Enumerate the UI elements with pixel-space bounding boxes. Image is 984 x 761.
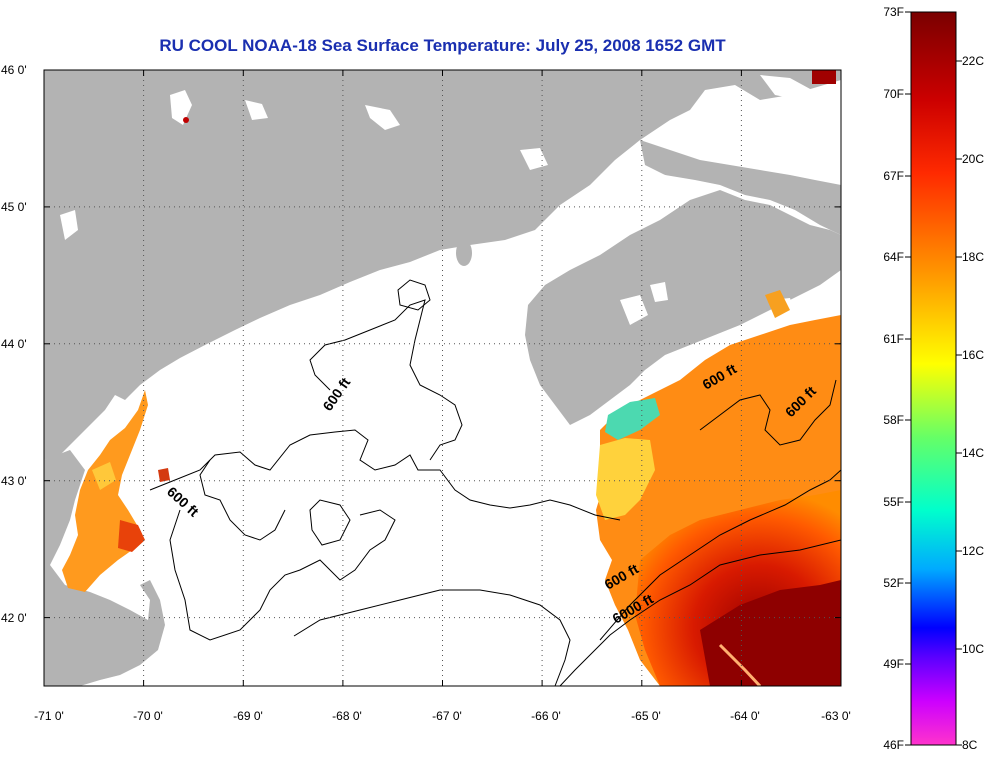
land-nova-scotia bbox=[525, 190, 841, 425]
sst-patch-east-yellow bbox=[596, 438, 655, 520]
cb-label-49f: 49F bbox=[883, 657, 904, 671]
cb-label-20c: 20C bbox=[962, 152, 984, 166]
lon-label-69: -69 0' bbox=[233, 709, 263, 723]
lat-label-43: 43 0' bbox=[1, 474, 27, 488]
cb-label-14c: 14C bbox=[962, 446, 984, 460]
cb-label-10c: 10C bbox=[962, 642, 984, 656]
colorbar: 73F 70F 67F 64F 61F 58F 55F 52F 49F 46F … bbox=[883, 5, 984, 752]
lon-label-65: -65 0' bbox=[631, 709, 661, 723]
cb-label-46f: 46F bbox=[883, 738, 904, 752]
lat-label-46: 46 0' bbox=[1, 63, 27, 77]
sst-patch-upper-orange bbox=[765, 290, 790, 318]
lon-label-68: -68 0' bbox=[332, 709, 362, 723]
cb-label-18c: 18C bbox=[962, 250, 984, 264]
lat-label-42: 42 0' bbox=[1, 611, 27, 625]
land-massachusetts bbox=[44, 450, 165, 686]
lon-label-67: -67 0' bbox=[432, 709, 462, 723]
sst-streak bbox=[718, 643, 762, 686]
cb-label-55f: 55F bbox=[883, 495, 904, 509]
warm-speck-lake bbox=[183, 117, 189, 123]
cb-label-73f: 73F bbox=[883, 5, 904, 19]
cb-label-52f: 52F bbox=[883, 576, 904, 590]
cloud-patches bbox=[60, 75, 812, 325]
sst-patch-west-warm bbox=[118, 520, 145, 552]
map-title: RU COOL NOAA-18 Sea Surface Temperature:… bbox=[159, 36, 726, 55]
cb-label-70f: 70F bbox=[883, 87, 904, 101]
lat-label-45: 45 0' bbox=[1, 200, 27, 214]
cb-label-22c: 22C bbox=[962, 54, 984, 68]
sst-speck-center bbox=[158, 468, 170, 482]
sst-patch-west-yellow bbox=[92, 462, 116, 490]
lon-label-66: -66 0' bbox=[531, 709, 561, 723]
land-new-brunswick bbox=[640, 140, 841, 235]
cb-label-8c: 8C bbox=[962, 738, 978, 752]
warm-patch-ne-corner bbox=[812, 70, 836, 84]
cb-label-16c: 16C bbox=[962, 348, 984, 362]
cb-label-58f: 58F bbox=[883, 413, 904, 427]
map-plot-area: 600 ft 600 ft 600 ft 600 ft 600 ft 6000 … bbox=[44, 70, 841, 686]
lon-label-71: -71 0' bbox=[34, 709, 64, 723]
cb-label-61f: 61F bbox=[883, 332, 904, 346]
lat-label-44: 44 0' bbox=[1, 337, 27, 351]
sst-patch-east-green bbox=[605, 398, 660, 440]
lon-label-70: -70 0' bbox=[133, 709, 163, 723]
island-grand-manan bbox=[456, 240, 472, 266]
land-mainland-north bbox=[44, 70, 841, 460]
bathymetry-contours bbox=[149, 279, 841, 686]
lon-label-64: -64 0' bbox=[730, 709, 760, 723]
bay-of-fundy bbox=[500, 170, 700, 290]
cb-label-67f: 67F bbox=[883, 169, 904, 183]
colorbar-gradient bbox=[910, 11, 957, 746]
cb-label-64f: 64F bbox=[883, 250, 904, 264]
lon-label-63: -63 0' bbox=[821, 709, 851, 723]
cb-label-12c: 12C bbox=[962, 544, 984, 558]
axis-ticks bbox=[43, 69, 842, 686]
